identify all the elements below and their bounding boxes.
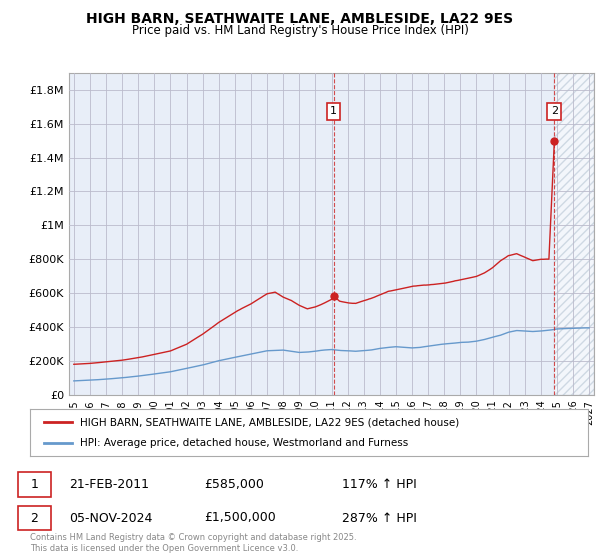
Text: 05-NOV-2024: 05-NOV-2024 [69,511,152,525]
Text: 1: 1 [31,478,38,491]
Text: Price paid vs. HM Land Registry's House Price Index (HPI): Price paid vs. HM Land Registry's House … [131,24,469,36]
Text: HIGH BARN, SEATHWAITE LANE, AMBLESIDE, LA22 9ES: HIGH BARN, SEATHWAITE LANE, AMBLESIDE, L… [86,12,514,26]
Text: Contains HM Land Registry data © Crown copyright and database right 2025.
This d: Contains HM Land Registry data © Crown c… [30,533,356,553]
Text: 2: 2 [31,511,38,525]
Text: 1: 1 [330,106,337,116]
Text: £585,000: £585,000 [204,478,264,491]
Text: £1,500,000: £1,500,000 [204,511,276,525]
Text: 117% ↑ HPI: 117% ↑ HPI [342,478,417,491]
Text: 2: 2 [551,106,558,116]
Text: HIGH BARN, SEATHWAITE LANE, AMBLESIDE, LA22 9ES (detached house): HIGH BARN, SEATHWAITE LANE, AMBLESIDE, L… [80,417,460,427]
Text: HPI: Average price, detached house, Westmorland and Furness: HPI: Average price, detached house, West… [80,438,409,448]
Text: 287% ↑ HPI: 287% ↑ HPI [342,511,417,525]
Text: 21-FEB-2011: 21-FEB-2011 [69,478,149,491]
